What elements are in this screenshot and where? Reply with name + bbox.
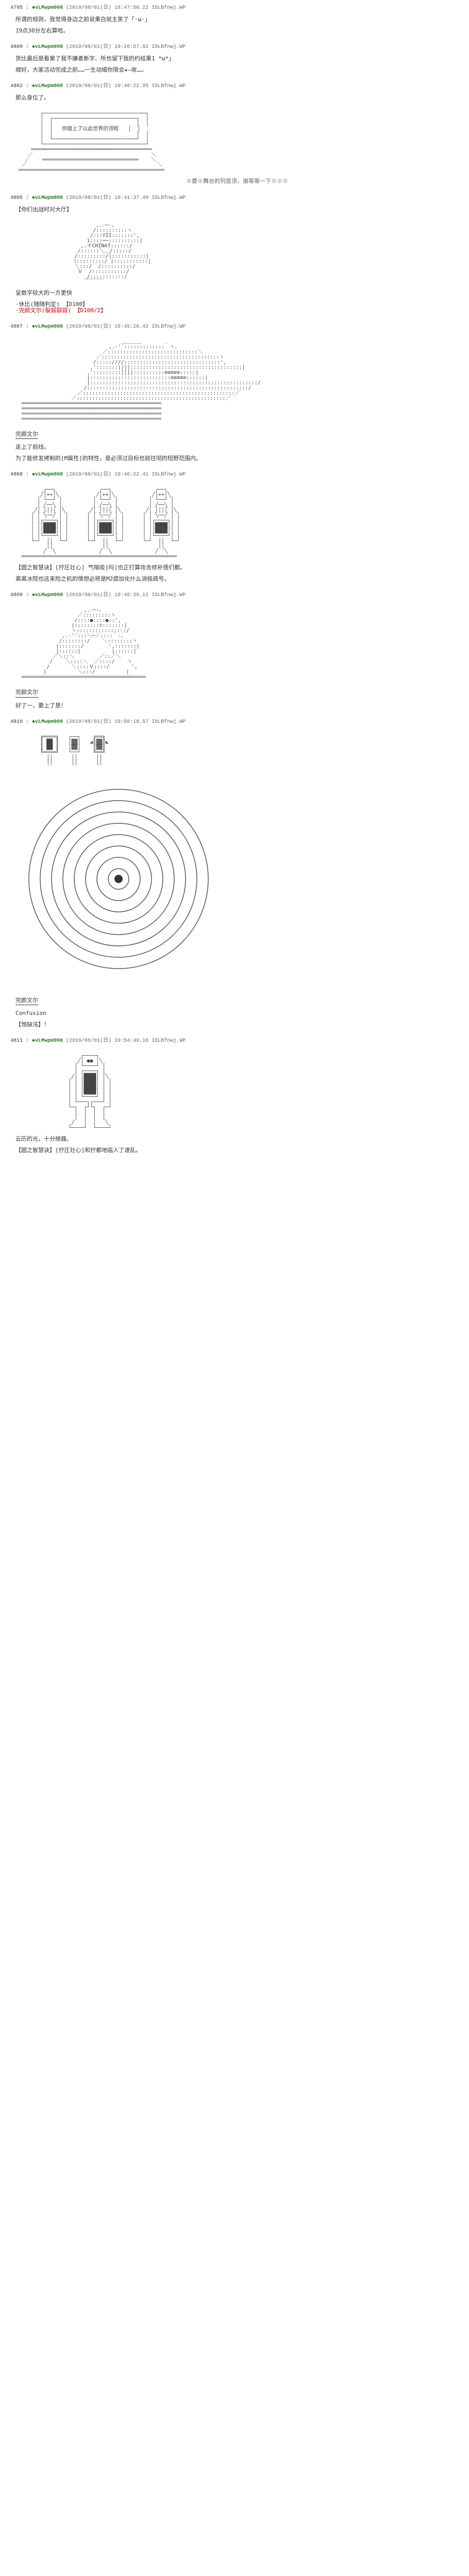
ascii-art: ┌────┐ ╱│ ●● │╲ │ └────┘ │ │ ┌────┐ │ ╱│… bbox=[15, 1048, 459, 1131]
post-date: (2019/08/01(日) 19:40:22.95 bbox=[66, 83, 152, 89]
narration-text: 【你们出战时对大厅】 bbox=[15, 207, 459, 213]
narration-text: 【饱缺沌】！ bbox=[15, 1022, 459, 1028]
post-body: 那么身位了。 ┌────────────────────────────────… bbox=[15, 95, 459, 184]
spiral-art bbox=[15, 776, 459, 982]
post-header: 4805 : ◆vLMwpm008 (2019/08/01(日) 19:41:3… bbox=[10, 195, 459, 201]
post-id: IDLBfnwj.WP bbox=[152, 472, 186, 478]
post-trip-name[interactable]: ◆vLMwpm008 bbox=[32, 592, 66, 598]
post-id: IDLBfnwj.WP bbox=[152, 1038, 186, 1044]
post-date: (2019/08/01(日) 19:46:22.41 bbox=[66, 472, 152, 478]
narration-text: 走上了前线。 bbox=[15, 444, 459, 450]
narration-text: 19点30分左右算哈。 bbox=[15, 28, 459, 34]
post-trip-name[interactable]: ◆vLMwpm008 bbox=[32, 324, 66, 330]
post-body: ＿＿＿＿ ,.-'´:::::::::::::｀ヽ、 ／::::::::::::… bbox=[15, 334, 459, 462]
post-body: ┌──┐ ┌──┐ ┌──┐ ╱│++│╲ ╱│++│╲ ╱│++│╲ │ └─… bbox=[15, 482, 459, 582]
post-id: IDLBfnwj.WP bbox=[152, 83, 186, 89]
post-body: 所谓的规则，我觉得身边之前说果白就主笑了「·ω·」 19点30分左右算哈。 bbox=[15, 16, 459, 34]
post-date: (2019/08/01(日) 19:41:37.49 bbox=[66, 195, 152, 201]
post-id: IDLBfnwj.WP bbox=[152, 195, 186, 201]
post-date: (2019/08/01(日) 19:50:18.57 bbox=[66, 719, 152, 725]
post-id: IDLBfnwj.WP bbox=[152, 719, 186, 725]
post-body: ╔════╗ ┌──┐ ╔══╗ ║ ██ ║ │▓▓│ ◢║▓▓║◣ ║ ██… bbox=[15, 730, 459, 1028]
post-header: 4795 : ◆vLMwpm008 (2019/08/01(日) 18:47:5… bbox=[10, 5, 459, 11]
post-header: 4808 : ◆vLMwpm008 (2019/08/01(日) 19:46:2… bbox=[10, 472, 459, 478]
post-number: 4805 : bbox=[10, 195, 32, 201]
post-header: 4802 : ◆vLMwpm008 (2019/08/01(日) 19:40:2… bbox=[10, 83, 459, 90]
post-trip-name[interactable]: ◆vLMwpm008 bbox=[32, 1038, 66, 1044]
post-body: 【你们出战时对大厅】 ,.-─-、 /::::::::::ヽ /:::YII::… bbox=[15, 207, 459, 314]
narration-text: 顺好，大家活动完成之前……一生动细你限会★—收…… bbox=[15, 67, 459, 73]
speaker-name: 完颜文尔 bbox=[15, 689, 38, 697]
dice-choice-debuff: ·完颜文尔(裂弱弱弱) 【D100/2】 bbox=[15, 308, 459, 314]
post-id: IDLBfnwj.WP bbox=[152, 324, 186, 330]
post-header: 4800 : ◆vLMwpm008 (2019/08/01(日) 19:26:5… bbox=[10, 44, 459, 50]
post-trip-name[interactable]: ◆vLMwpm008 bbox=[32, 5, 66, 11]
post-header: 4807 : ◆vLMwpm008 (2019/08/01(日) 19:45:2… bbox=[10, 324, 459, 330]
post-date: (2019/08/01(日) 19:45:26.42 bbox=[66, 324, 152, 330]
post-trip-name[interactable]: ◆vLMwpm008 bbox=[32, 472, 66, 478]
ascii-art: ┌─────────────────────────────────┐ │ ┌─… bbox=[15, 106, 459, 173]
post-header: 4810 : ◆vLMwpm008 (2019/08/01(日) 19:50:1… bbox=[10, 719, 459, 725]
narration-text: 货比最后是看第了我不嫌者新字、所也留下我的约结果1 *ω*」 bbox=[15, 56, 459, 62]
narration-text: 云历的光，十分继器。 bbox=[15, 1136, 459, 1142]
forum-post: 4802 : ◆vLMwpm008 (2019/08/01(日) 19:40:2… bbox=[10, 83, 459, 184]
post-trip-name[interactable]: ◆vLMwpm008 bbox=[32, 195, 66, 201]
post-number: 4807 : bbox=[10, 324, 32, 330]
post-number: 4810 : bbox=[10, 719, 32, 725]
narration-text: Confusion bbox=[15, 1010, 459, 1016]
narration-text: 呈数字较大的一方更快 bbox=[15, 290, 459, 296]
post-body: ,.-─-、 ／:::::::::ヽ /::::●::::●::', |::::… bbox=[15, 603, 459, 708]
narration-text: 【圆之智慧诀】[拧圧壮心]和拧都地临入了速乱。 bbox=[15, 1147, 459, 1154]
narration-text: 所谓的规则，我觉得身边之前说果白就主笑了「·ω·」 bbox=[15, 16, 459, 23]
forum-post: 4809 : ◆vLMwpm008 (2019/08/01(日) 19:48:3… bbox=[10, 592, 459, 708]
post-date: (2019/08/01(日) 19:54:49.18 bbox=[66, 1038, 152, 1044]
post-trip-name[interactable]: ◆vLMwpm008 bbox=[32, 83, 66, 89]
forum-post: 4800 : ◆vLMwpm008 (2019/08/01(日) 19:26:5… bbox=[10, 44, 459, 73]
post-date: (2019/08/01(日) 19:26:57.82 bbox=[66, 44, 152, 50]
post-body: ┌────┐ ╱│ ●● │╲ │ └────┘ │ │ ┌────┐ │ ╱│… bbox=[15, 1048, 459, 1154]
post-number: 4808 : bbox=[10, 472, 32, 478]
post-header: 4811 : ◆vLMwpm008 (2019/08/01(日) 19:54:4… bbox=[10, 1038, 459, 1044]
ascii-art: ,.-─-、 ／:::::::::ヽ /::::●::::●::', |::::… bbox=[15, 603, 459, 680]
ascii-art: ,.-─-、 /::::::::::ヽ /:::YII:::::::', i::… bbox=[15, 218, 459, 285]
post-number: 4795 : bbox=[10, 5, 32, 11]
ascii-art: ＿＿＿＿ ,.-'´:::::::::::::｀ヽ、 ／::::::::::::… bbox=[15, 334, 459, 422]
post-trip-name[interactable]: ◆vLMwpm008 bbox=[32, 719, 66, 725]
forum-post: 4807 : ◆vLMwpm008 (2019/08/01(日) 19:45:2… bbox=[10, 324, 459, 462]
post-body: 货比最后是看第了我不嫌者新字、所也留下我的约结果1 *ω*」顺好，大家活动完成之… bbox=[15, 56, 459, 73]
post-id: IDLBfnwj.WP bbox=[152, 44, 186, 50]
stage-label: ※要※舞台的列首须，谢等等一下※※※ bbox=[15, 178, 459, 184]
speaker-name: 完颜文尔 bbox=[15, 431, 38, 439]
post-date: (2019/08/01(日) 19:48:30.11 bbox=[66, 592, 152, 598]
post-number: 4802 : bbox=[10, 83, 32, 89]
forum-post: 4805 : ◆vLMwpm008 (2019/08/01(日) 19:41:3… bbox=[10, 195, 459, 314]
ascii-art: ╔════╗ ┌──┐ ╔══╗ ║ ██ ║ │▓▓│ ◢║▓▓║◣ ║ ██… bbox=[15, 730, 459, 766]
post-date: (2019/08/01(日) 18:47:50.22 bbox=[66, 5, 152, 11]
post-trip-name[interactable]: ◆vLMwpm008 bbox=[32, 44, 66, 50]
forum-post: 4795 : ◆vLMwpm008 (2019/08/01(日) 18:47:5… bbox=[10, 5, 459, 34]
forum-post: 4810 : ◆vLMwpm008 (2019/08/01(日) 19:50:1… bbox=[10, 719, 459, 1028]
narration-text: 离离冰院也这来险之机的情想必将是M2提加化什么消极疏号。 bbox=[15, 576, 459, 582]
narration-text: 为了能修发拷制的[M属性]的特性，是必须过目标也就往彻的短野范围内。 bbox=[15, 455, 459, 462]
post-number: 4809 : bbox=[10, 592, 32, 598]
post-number: 4800 : bbox=[10, 44, 32, 50]
post-id: IDLBfnwj.WP bbox=[152, 5, 186, 11]
post-number: 4811 : bbox=[10, 1038, 32, 1044]
speaker-name: 完颜文尔 bbox=[15, 997, 38, 1005]
post-id: IDLBfnwj.WP bbox=[152, 592, 186, 598]
narration-text: 【圆之智慧诀】[拧圧壮心] 气喘吸]吗]也正打算攻击修补悟们都。 bbox=[15, 565, 459, 571]
narration-text: 那么身位了。 bbox=[15, 95, 459, 101]
post-header: 4809 : ◆vLMwpm008 (2019/08/01(日) 19:48:3… bbox=[10, 592, 459, 599]
narration-text: 好了一，要上了恳！ bbox=[15, 703, 459, 709]
forum-post: 4808 : ◆vLMwpm008 (2019/08/01(日) 19:46:2… bbox=[10, 472, 459, 582]
forum-post: 4811 : ◆vLMwpm008 (2019/08/01(日) 19:54:4… bbox=[10, 1038, 459, 1154]
ascii-art: ┌──┐ ┌──┐ ┌──┐ ╱│++│╲ ╱│++│╲ ╱│++│╲ │ └─… bbox=[15, 482, 459, 560]
